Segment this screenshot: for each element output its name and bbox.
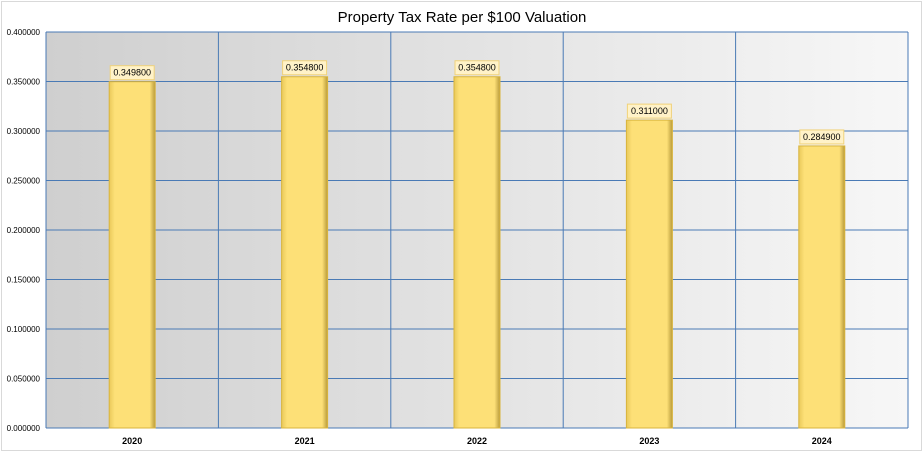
y-tick-label: 0.150000 (7, 276, 41, 285)
data-label: 0.354800 (458, 63, 496, 73)
data-label-box (454, 60, 500, 76)
y-tick-label: 0.400000 (7, 28, 41, 37)
x-tick-label: 2024 (812, 436, 832, 446)
bar-2023 (625, 119, 673, 429)
data-label: 0.284900 (803, 132, 841, 142)
bar-2020 (108, 81, 156, 429)
y-tick-label: 0.000000 (7, 424, 41, 433)
data-label-box (626, 103, 672, 119)
y-tick-label: 0.200000 (7, 226, 41, 235)
bar-2021 (281, 76, 329, 429)
x-tick-label: 2020 (122, 436, 142, 446)
data-label-box (799, 129, 845, 145)
bar-2024 (798, 145, 846, 429)
x-tick-label: 2021 (295, 436, 315, 446)
x-tick-label: 2022 (467, 436, 487, 446)
data-label: 0.354800 (286, 63, 324, 73)
y-tick-label: 0.250000 (7, 177, 41, 186)
data-label: 0.349800 (113, 68, 151, 78)
x-tick-label: 2023 (639, 436, 659, 446)
data-label: 0.311000 (631, 106, 668, 116)
y-tick-label: 0.100000 (7, 325, 41, 334)
y-tick-label: 0.350000 (7, 78, 41, 87)
data-label-box (282, 60, 328, 76)
y-tick-label: 0.300000 (7, 127, 41, 136)
y-tick-label: 0.050000 (7, 375, 41, 384)
bar-2022 (453, 76, 501, 429)
data-label-box (109, 65, 155, 81)
chart-title: Property Tax Rate per $100 Valuation (338, 9, 587, 26)
